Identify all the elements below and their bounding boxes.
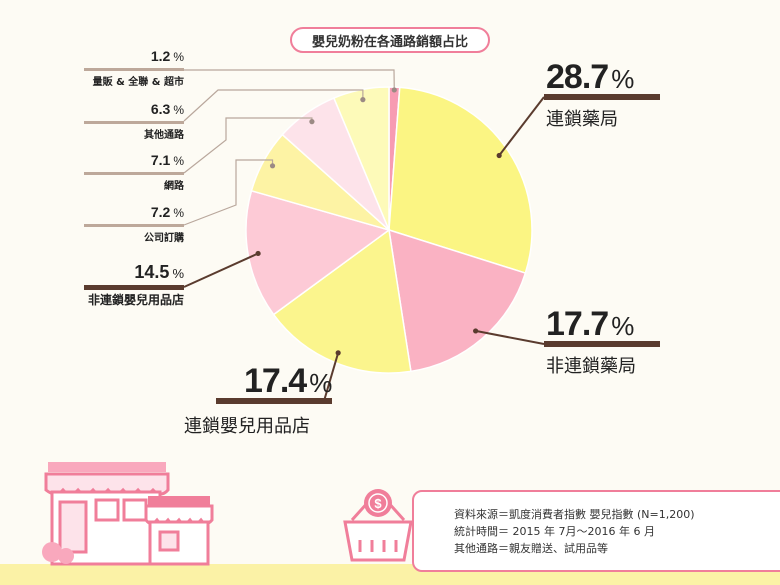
label-company: 7.2% 公司訂購	[60, 204, 184, 244]
unit-symbol: %	[309, 368, 332, 398]
underline-nonchain-baby	[84, 285, 184, 290]
pie-slice	[388, 228, 527, 373]
unit-symbol: %	[173, 154, 184, 168]
period-line: 統計時間＝ 2015 年 7月～2016 年 6 月	[454, 525, 655, 538]
unit-symbol: %	[611, 311, 634, 341]
value-company: 7.2	[150, 204, 171, 220]
leader-line	[183, 159, 274, 226]
leader-lines	[183, 69, 545, 402]
underline-company	[84, 224, 184, 227]
unit-symbol: %	[173, 50, 184, 64]
leader-dot	[269, 163, 276, 169]
value-nonchain-baby: 14.5	[134, 262, 170, 282]
leader-dot	[255, 250, 261, 257]
leader-line	[183, 89, 364, 122]
source-box: 資料來源＝凱度消費者指數 嬰兒指數 (N=1,200) 統計時間＝ 2015 年…	[412, 490, 780, 572]
leader-dot	[360, 97, 366, 103]
unit-symbol: %	[173, 206, 184, 220]
label-chain-pharmacy: 28.7% 連鎖藥局	[546, 58, 634, 131]
unit-symbol: %	[173, 103, 184, 117]
name-nonchain-baby: 非連鎖嬰兒用品店	[87, 293, 184, 307]
leader-dot	[496, 152, 502, 159]
svg-text:$: $	[374, 496, 382, 511]
name-mass: 量販 & 全聯 & 超市	[92, 77, 184, 88]
name-chain-pharmacy: 連鎖藥局	[546, 109, 618, 130]
storefront-icon	[42, 462, 214, 566]
name-online: 網路	[164, 181, 184, 192]
unit-symbol: %	[172, 266, 184, 281]
leader-line	[183, 252, 259, 288]
name-chain-baby: 連鎖嬰兒用品店	[184, 416, 310, 437]
underline-mass	[84, 68, 184, 71]
chart-title: 嬰兒奶粉在各通路銷額占比	[290, 27, 490, 53]
underline-chain-pharmacy	[544, 94, 660, 100]
other-channel-note: 其他通路＝親友贈送、試用品等	[454, 542, 608, 555]
pie-slice	[272, 228, 412, 374]
leader-dot	[391, 87, 397, 93]
label-mass: 1.2% 量販 & 全聯 & 超市	[60, 48, 184, 88]
label-chain-baby-name: 連鎖嬰兒用品店	[184, 410, 310, 438]
leader-line	[498, 96, 545, 157]
label-underlines	[84, 68, 660, 404]
pie-slice	[388, 86, 533, 275]
pie-slice	[245, 189, 391, 316]
value-online: 7.1	[150, 152, 171, 168]
leader-dot	[309, 119, 315, 125]
leader-line	[475, 329, 545, 345]
underline-other	[84, 121, 184, 124]
value-mass: 1.2	[150, 48, 171, 64]
unit-symbol: %	[611, 64, 634, 94]
label-chain-baby: 17.4%	[244, 362, 332, 401]
source-line: 資料來源＝凱度消費者指數 嬰兒指數 (N=1,200)	[454, 508, 695, 521]
value-other: 6.3	[150, 101, 171, 117]
name-other: 其他通路	[144, 130, 184, 141]
pie-chart	[245, 86, 533, 374]
label-online: 7.1% 網路	[60, 152, 184, 192]
label-nonchain-pharmacy: 17.7% 非連鎖藥局	[546, 305, 636, 378]
leader-line	[323, 352, 340, 402]
value-chain-pharmacy: 28.7	[546, 58, 609, 96]
label-nonchain-baby: 14.5% 非連鎖嬰兒用品店	[60, 262, 184, 308]
underline-online	[84, 172, 184, 175]
underline-nonchain-pharmacy	[544, 341, 660, 347]
leader-line	[184, 69, 395, 90]
leader-dot	[473, 328, 479, 334]
underline-chain-baby	[216, 398, 332, 404]
label-other: 6.3% 其他通路	[60, 101, 184, 141]
value-nonchain-pharmacy: 17.7	[546, 305, 609, 343]
leader-dot	[335, 350, 341, 356]
value-chain-baby: 17.4	[244, 362, 307, 400]
dollar-coin-icon: $	[364, 489, 392, 517]
name-nonchain-pharmacy: 非連鎖藥局	[546, 356, 636, 377]
name-company: 公司訂購	[144, 233, 184, 244]
